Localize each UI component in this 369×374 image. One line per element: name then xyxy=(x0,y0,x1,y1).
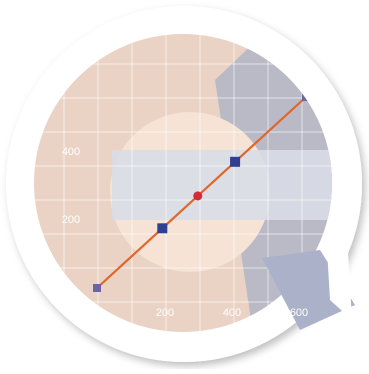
x-tick-label: 600 xyxy=(290,307,308,319)
x-tick-label: 400 xyxy=(223,307,241,319)
y-tick-label: 400 xyxy=(62,146,80,158)
x-tick-label: 200 xyxy=(156,307,174,319)
tick-labels: 200 400 600 200 400 xyxy=(62,146,308,319)
data-point-marker xyxy=(230,156,241,167)
data-point-marker xyxy=(93,284,101,292)
y-tick-label: 200 xyxy=(62,214,80,226)
q-tail-cutout xyxy=(326,232,352,320)
center-point-marker xyxy=(193,191,203,201)
data-point-marker xyxy=(157,223,168,234)
